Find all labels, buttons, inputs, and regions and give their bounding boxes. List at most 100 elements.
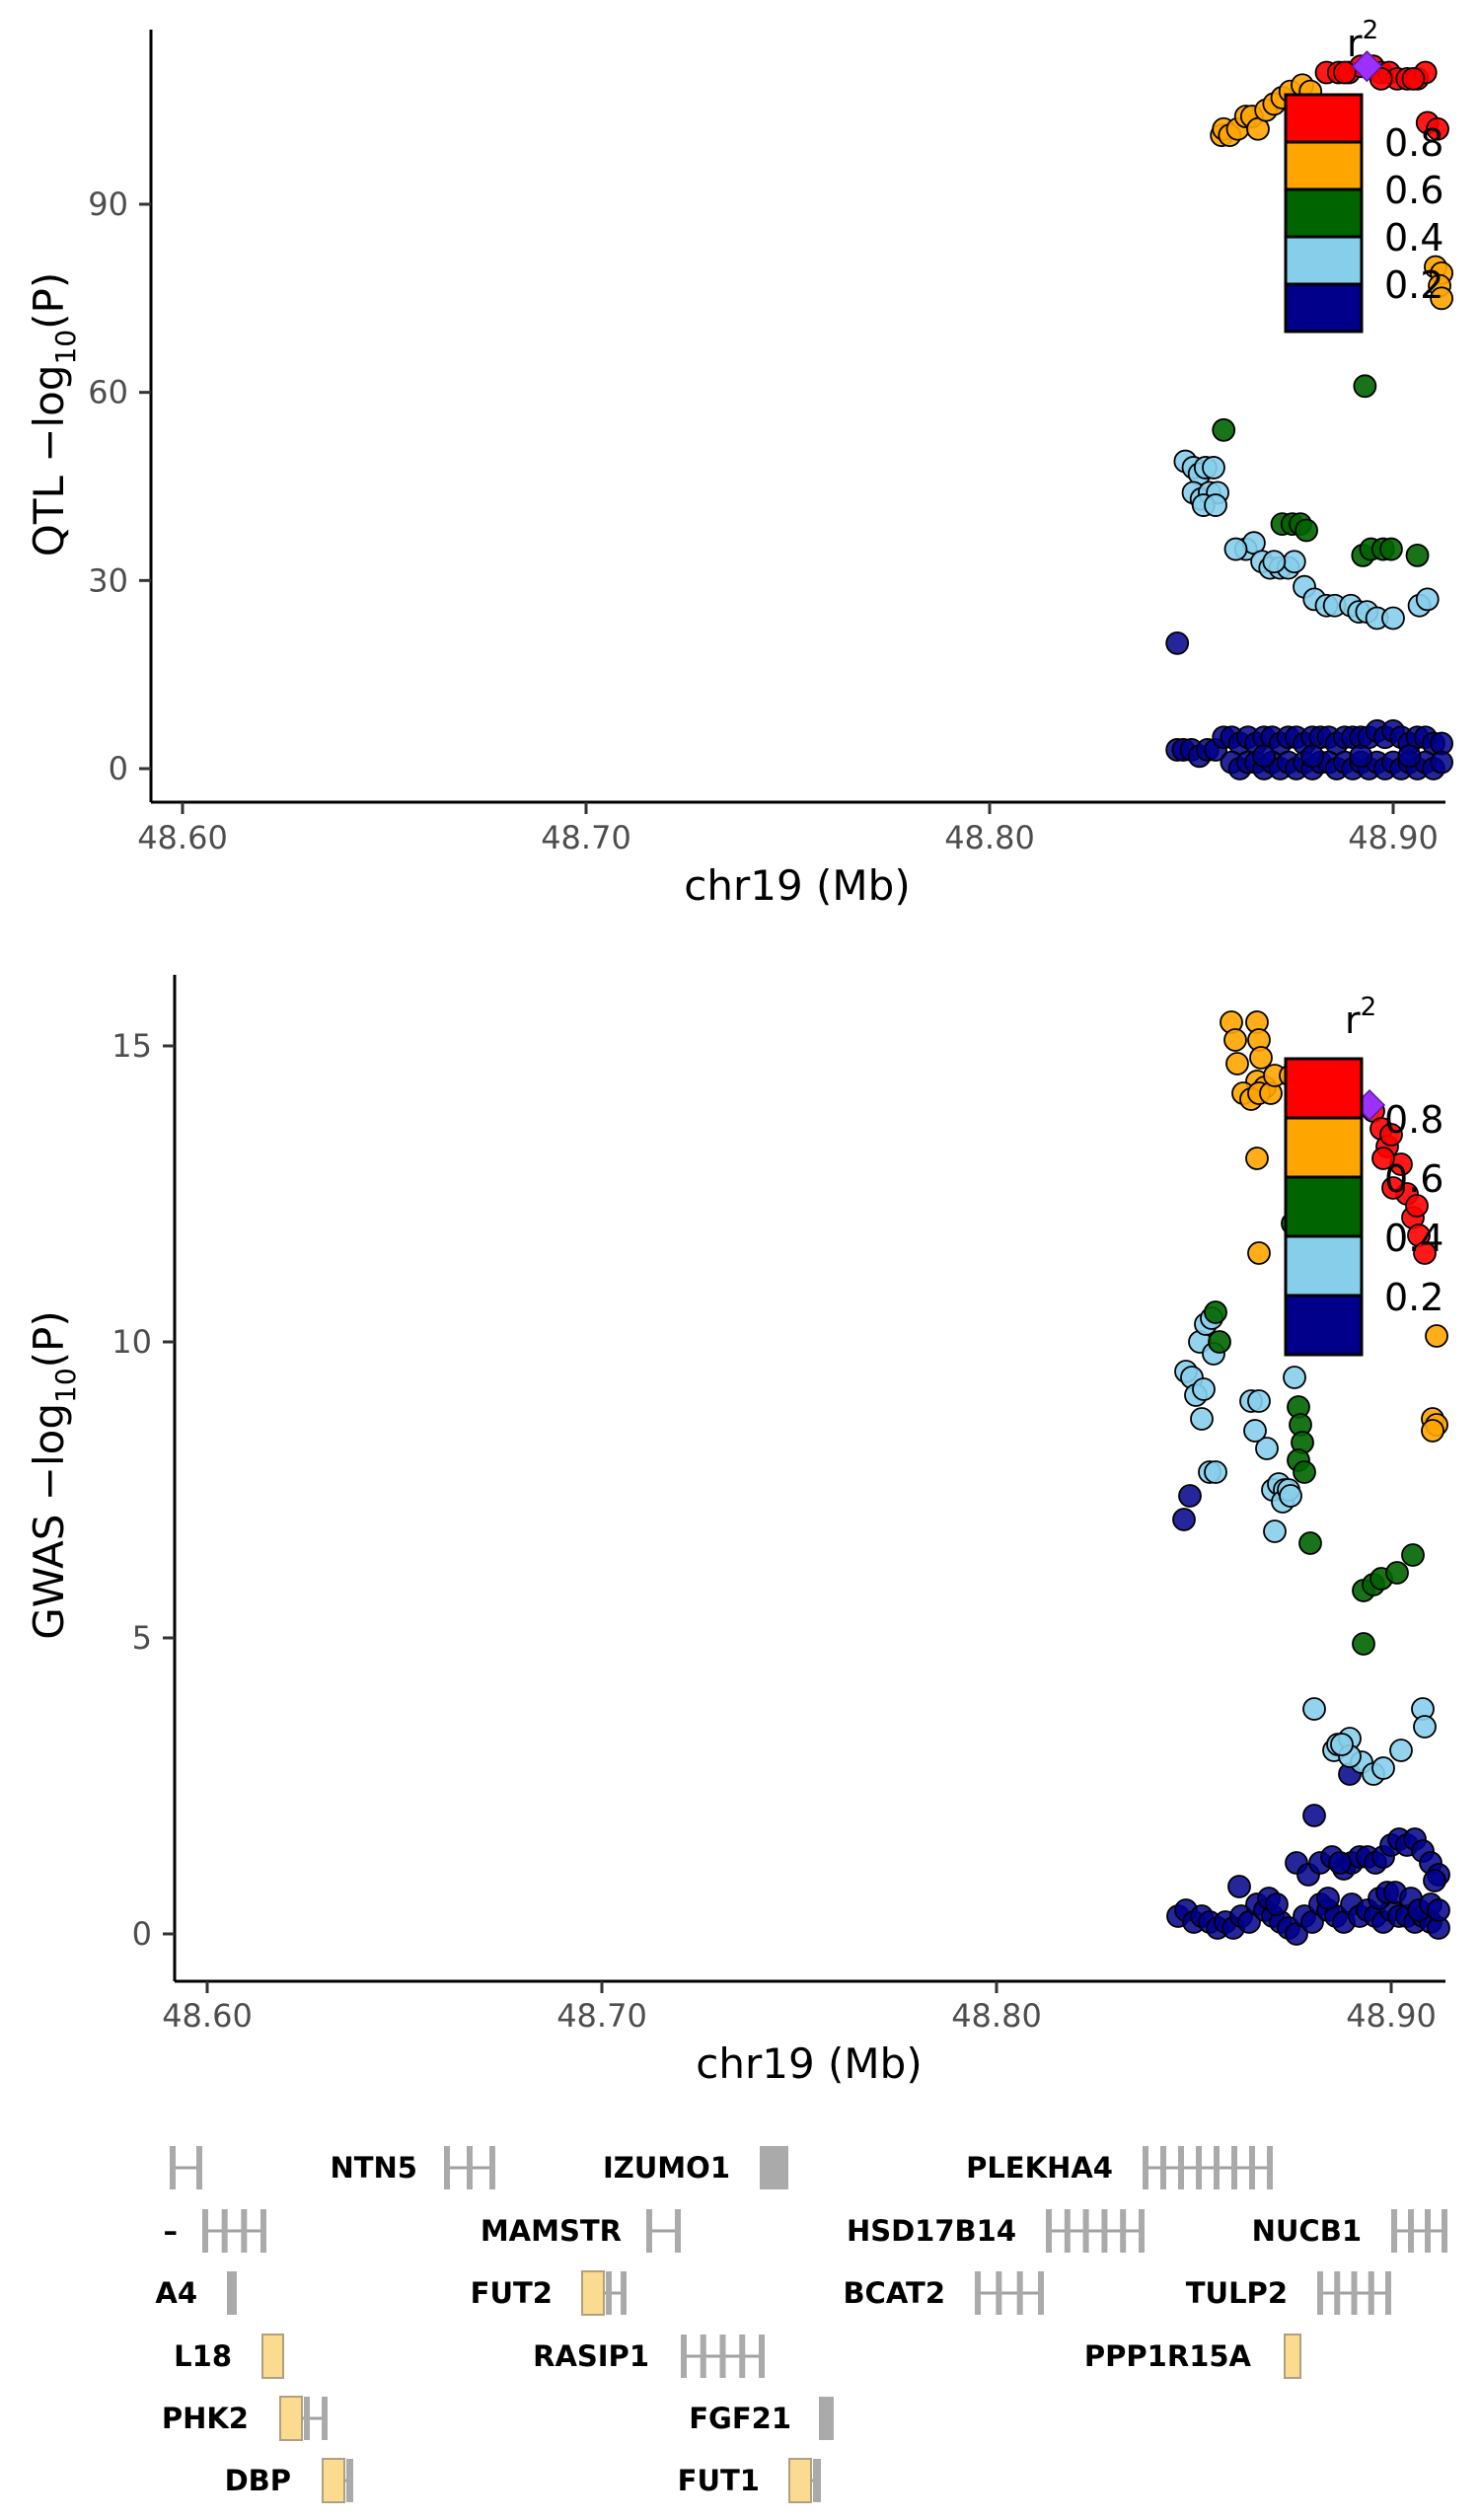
gwas-snp-point-r2-0.0-0.2 — [1427, 1898, 1450, 1922]
qtl-legend: r2 0.8 0.6 0.4 0.2 — [1284, 16, 1443, 334]
gene-exon — [1160, 2146, 1166, 2189]
gene-exon — [1231, 2146, 1237, 2189]
gene-exon-utr — [581, 2270, 605, 2316]
gene-exon — [444, 2146, 450, 2189]
qtl-x-ticks: 48.60 48.70 48.80 48.90 — [137, 802, 1439, 856]
qtl-legend-label-0.8: 0.8 — [1384, 121, 1443, 165]
gene-exon — [1082, 2209, 1089, 2253]
gene-exon — [202, 2209, 208, 2253]
gene-exon — [1139, 2209, 1145, 2253]
gene-label: FUT1 — [678, 2464, 760, 2497]
gene-exon — [1120, 2209, 1127, 2253]
gwas-x-tick-label: 48.70 — [556, 1997, 647, 2035]
qtl-lead-snp — [1351, 50, 1383, 83]
gwas-legend-title: r2 — [1345, 993, 1376, 1042]
gwas-snp-point-r2-0.2-0.4 — [1204, 1460, 1227, 1484]
qtl-snp-point-r2-0.8-1.0 — [1426, 116, 1449, 141]
gwas-snp-point-r2-0.4-0.6 — [1385, 1561, 1409, 1585]
gene-exon — [1249, 2146, 1255, 2189]
qtl-snp-point-r2-0.0-0.2 — [1300, 744, 1325, 769]
gwas-snp-point-r2-0.2-0.4 — [1190, 1407, 1214, 1431]
gene-exon — [815, 2459, 821, 2502]
gene-exon — [260, 2209, 266, 2253]
qtl-snp-point-r2-0.2-0.4 — [1202, 456, 1225, 480]
qtl-snp-point-r2-0.4-0.6 — [1405, 544, 1430, 567]
gene-label: PHK2 — [162, 2402, 249, 2435]
qtl-snp-point-r2-0.4-0.6 — [1353, 374, 1377, 399]
gene-label: FUT2 — [471, 2276, 553, 2310]
gwas-snp-point-r2-0.4-0.6 — [1298, 1531, 1322, 1555]
gwas-snp-point-r2-0.6-0.8 — [1425, 1324, 1448, 1348]
gene-label: MAMSTR — [481, 2214, 622, 2248]
gwas-snp-point-r2-0.4-0.6 — [1401, 1543, 1425, 1567]
gwas-snp-point-r2-0.6-0.8 — [1249, 1046, 1273, 1070]
qtl-legend-key-3 — [1284, 235, 1364, 286]
qtl-snp-point-r2-0.8-1.0 — [1401, 66, 1426, 91]
qtl-legend-label-0.4: 0.4 — [1384, 216, 1443, 259]
qtl-snp-point-r2-0.0-0.2 — [1349, 744, 1373, 769]
gwas-snp-point-r2-0.8-1.0 — [1413, 1241, 1437, 1265]
gwas-snp-point-r2-0.8-1.0 — [1379, 1123, 1403, 1147]
gwas-snp-point-r2-0.2-0.4 — [1330, 1733, 1354, 1756]
gwas-legend-label-0.6: 0.6 — [1384, 1157, 1443, 1201]
gwas-legend-key-1 — [1284, 1116, 1364, 1179]
gwas-snp-point-r2-0.6-0.8 — [1225, 1052, 1249, 1075]
gwas-snp-point-r2-0.2-0.4 — [1371, 1756, 1395, 1780]
qtl-y-ticks: 0 30 60 90 — [88, 185, 151, 787]
qtl-x-tick-label: 48.90 — [1348, 819, 1439, 856]
gwas-legend-label-0.8: 0.8 — [1384, 1098, 1443, 1142]
gwas-snp-point-r2-0.2-0.4 — [1302, 1697, 1326, 1721]
gene-label: A4 — [155, 2276, 197, 2310]
qtl-y-tick-label: 0 — [109, 750, 128, 787]
qtl-snp-point-r2-0.2-0.4 — [1204, 493, 1227, 517]
qtl-legend-key-4 — [1284, 282, 1364, 334]
qtl-snp-point-r2-0.6-0.8 — [1430, 286, 1453, 311]
gwas-snp-point-r2-0.8-1.0 — [1371, 1147, 1395, 1170]
qtl-legend-label-0.6: 0.6 — [1384, 169, 1443, 212]
gene-label: HSD17B14 — [847, 2214, 1016, 2248]
qtl-snp-point-r2-0.2-0.4 — [1381, 606, 1405, 630]
qtl-snp-point-r2-0.0-0.2 — [1430, 750, 1453, 775]
gene-exon — [1368, 2271, 1374, 2315]
gene-exon — [1317, 2271, 1323, 2315]
gwas-snp-point-r2-0.2-0.4 — [1283, 1366, 1306, 1389]
gwas-snp-point-r2-0.0-0.2 — [1302, 1804, 1326, 1827]
gene-exon — [1016, 2271, 1023, 2315]
gene-exon-utr — [1284, 2334, 1301, 2379]
gwas-snp-point-r2-0.4-0.6 — [1208, 1330, 1231, 1354]
gene-exon — [1267, 2146, 1273, 2189]
gwas-legend: r2 0.8 0.6 0.4 0.2 — [1284, 993, 1443, 1357]
gwas-y-tick-label: 0 — [132, 1915, 152, 1953]
qtl-snp-point-r2-0.4-0.6 — [1295, 518, 1318, 543]
qtl-legend-label-0.2: 0.2 — [1384, 263, 1443, 307]
qtl-snp-point-r2-0.2-0.4 — [1223, 537, 1248, 561]
gene-exon — [681, 2335, 687, 2378]
qtl-x-axis-label: chr19 (Mb) — [684, 861, 910, 910]
gene-exon — [347, 2459, 353, 2502]
gwas-x-axis-label: chr19 (Mb) — [696, 2039, 922, 2088]
gene-exon — [1214, 2146, 1220, 2189]
qtl-points — [1165, 54, 1453, 780]
qtl-legend-key-1 — [1284, 140, 1364, 191]
qtl-x-tick-label: 48.80 — [944, 819, 1035, 856]
gwas-legend-label-0.2: 0.2 — [1384, 1276, 1443, 1319]
gene-exon — [1425, 2209, 1431, 2253]
gene-exon-utr — [322, 2458, 345, 2503]
gene-label: FGF21 — [689, 2402, 791, 2435]
gene-exon — [467, 2146, 473, 2189]
gwas-y-axis-label: GWAS −log10(P) — [25, 1310, 82, 1640]
gene-exon — [975, 2271, 981, 2315]
gene-exon — [170, 2146, 176, 2189]
gwas-y-tick-label: 15 — [111, 1027, 152, 1065]
gene-exon-utr — [279, 2396, 303, 2441]
qtl-y-axis-label: QTL −log10(P) — [25, 272, 82, 556]
qtl-snp-point-r2-0.2-0.4 — [1282, 550, 1306, 574]
gwas-y-tick-label: 5 — [132, 1619, 152, 1657]
gene-label: DBP — [225, 2464, 291, 2497]
gene-exon — [1143, 2146, 1148, 2189]
gene-label: PLEKHA4 — [966, 2151, 1113, 2185]
gene-exon-utr — [788, 2458, 812, 2503]
gene-exon — [489, 2146, 495, 2189]
